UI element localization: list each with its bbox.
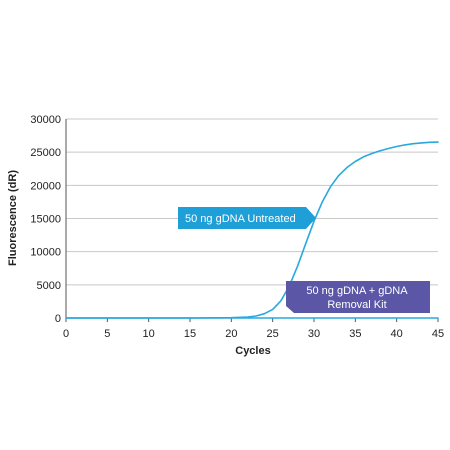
x-tick-label: 5 [104, 328, 110, 340]
callout-removal-label-line-2: Removal Kit [327, 299, 386, 311]
y-tick-label: 15000 [30, 214, 61, 226]
x-tick-label: 40 [391, 328, 403, 340]
y-tick-label: 25000 [30, 147, 61, 159]
callout-untreated-shape [178, 207, 316, 229]
y-tick-label: 0 [55, 313, 61, 325]
series-layer [65, 141, 439, 319]
grid-layer [66, 118, 438, 286]
x-tick-label: 15 [184, 328, 196, 340]
callout-untreated-label: 50 ng gDNA Untreated [185, 213, 296, 225]
x-tick-label: 10 [143, 328, 155, 340]
y-tick-label: 30000 [30, 114, 61, 126]
x-tick-label: 30 [308, 328, 320, 340]
y-axis-title: Fluorescence (dR) [7, 170, 19, 266]
x-tick-label: 20 [225, 328, 237, 340]
y-tick-label: 20000 [30, 180, 61, 192]
annotation-layer: 50 ng gDNA Untreated 50 ng gDNA + gDNA R… [178, 207, 430, 313]
callout-removal-label-line-1: 50 ng gDNA + gDNA [306, 285, 408, 297]
x-axis-title: Cycles [235, 345, 270, 357]
y-tick-label: 10000 [30, 247, 61, 259]
callout-removal-shape [286, 281, 430, 313]
x-tick-label: 0 [63, 328, 69, 340]
y-tick-label: 5000 [37, 280, 61, 292]
x-tick-label: 45 [432, 328, 444, 340]
x-tick-label: 35 [349, 328, 361, 340]
x-tick-label: 25 [267, 328, 279, 340]
